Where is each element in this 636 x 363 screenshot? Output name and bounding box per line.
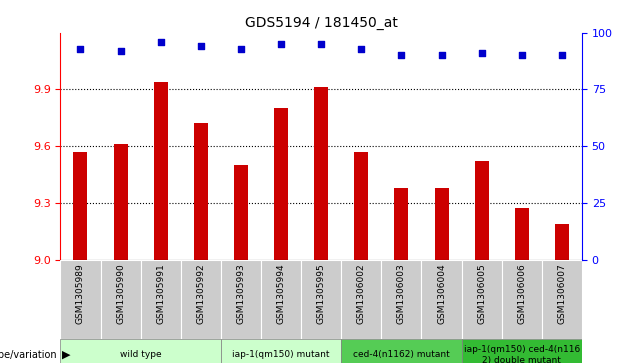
- Bar: [462, 260, 502, 339]
- Bar: [314, 87, 328, 260]
- Text: GSM1305989: GSM1305989: [76, 264, 85, 324]
- Bar: [301, 260, 342, 339]
- Point: [556, 52, 567, 58]
- Text: wild type: wild type: [120, 350, 162, 359]
- Bar: [515, 208, 529, 260]
- Text: GSM1306002: GSM1306002: [357, 264, 366, 324]
- Bar: [394, 188, 408, 260]
- Point: [276, 41, 286, 47]
- Bar: [354, 152, 368, 260]
- Bar: [141, 260, 181, 339]
- Bar: [74, 152, 88, 260]
- Text: GSM1306005: GSM1306005: [477, 264, 486, 324]
- Text: iap-1(qm150) mutant: iap-1(qm150) mutant: [232, 350, 330, 359]
- Text: GSM1306003: GSM1306003: [397, 264, 406, 324]
- Point: [316, 41, 326, 47]
- Point: [116, 48, 126, 54]
- Text: GSM1305994: GSM1305994: [277, 264, 286, 324]
- Point: [516, 52, 527, 58]
- Bar: [502, 260, 542, 339]
- Bar: [422, 260, 462, 339]
- Bar: [434, 188, 448, 260]
- Bar: [60, 260, 100, 339]
- Text: GSM1305990: GSM1305990: [116, 264, 125, 324]
- Text: ced-4(n1162) mutant: ced-4(n1162) mutant: [353, 350, 450, 359]
- Bar: [154, 82, 168, 260]
- Bar: [342, 260, 382, 339]
- Point: [196, 43, 206, 49]
- Text: GSM1305995: GSM1305995: [317, 264, 326, 324]
- Bar: [221, 339, 342, 363]
- Text: GSM1305991: GSM1305991: [156, 264, 165, 324]
- Bar: [382, 260, 422, 339]
- Bar: [342, 339, 462, 363]
- Bar: [181, 260, 221, 339]
- Text: GSM1306007: GSM1306007: [557, 264, 567, 324]
- Bar: [100, 260, 141, 339]
- Point: [396, 52, 406, 58]
- Point: [236, 46, 246, 52]
- Text: GSM1305992: GSM1305992: [197, 264, 205, 324]
- Bar: [221, 260, 261, 339]
- Text: GDS5194 / 181450_at: GDS5194 / 181450_at: [245, 16, 398, 30]
- Point: [436, 52, 446, 58]
- Point: [356, 46, 366, 52]
- Bar: [234, 165, 248, 260]
- Point: [76, 46, 86, 52]
- Text: GSM1306006: GSM1306006: [517, 264, 526, 324]
- Bar: [542, 260, 582, 339]
- Bar: [114, 144, 128, 260]
- Bar: [474, 161, 488, 260]
- Bar: [462, 339, 582, 363]
- Text: genotype/variation: genotype/variation: [0, 350, 57, 360]
- Text: GSM1306004: GSM1306004: [437, 264, 446, 324]
- Bar: [555, 224, 569, 260]
- Text: ▶: ▶: [62, 350, 70, 360]
- Text: iap-1(qm150) ced-4(n116
2) double mutant: iap-1(qm150) ced-4(n116 2) double mutant: [464, 345, 580, 363]
- Point: [156, 39, 166, 45]
- Bar: [261, 260, 301, 339]
- Bar: [274, 108, 288, 260]
- Text: GSM1305993: GSM1305993: [237, 264, 245, 324]
- Point: [476, 50, 487, 56]
- Bar: [194, 123, 208, 260]
- Bar: [60, 339, 221, 363]
